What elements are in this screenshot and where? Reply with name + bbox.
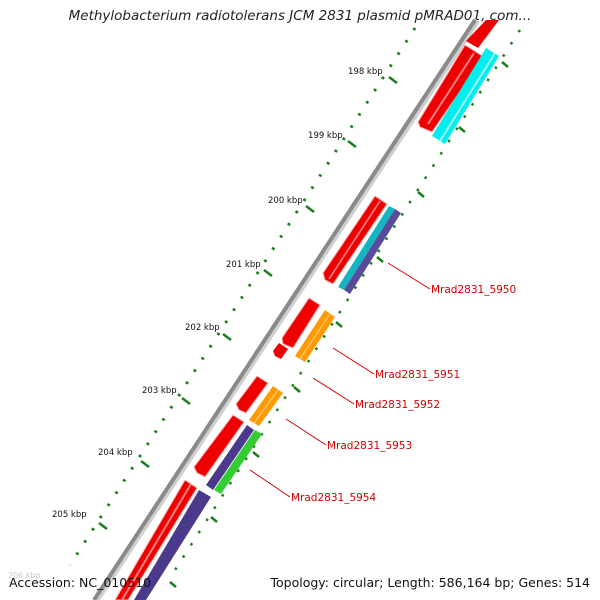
ring-dash [252, 451, 260, 458]
ring-dash [169, 581, 177, 588]
label-leaders [249, 262, 431, 498]
ring-dash [210, 516, 218, 523]
kbp-label: 205 kbp [52, 510, 87, 520]
leader-line [312, 377, 355, 405]
gene-highlight [121, 483, 192, 600]
cyan-feature [338, 206, 395, 290]
gene-arrow [466, 20, 499, 48]
gene-label-5954[interactable]: Mrad2831_5954 [291, 492, 376, 504]
ring-dash [458, 126, 466, 133]
kbp-label: 203 kbp [142, 386, 177, 396]
inner-dotted-ring [173, 29, 522, 571]
tick-mark [98, 522, 108, 530]
cyan-highlight [439, 52, 496, 142]
backbone [92, 18, 477, 600]
gene-labels: Mrad2831_5950 Mrad2831_5951 Mrad2831_595… [291, 284, 516, 504]
gene-highlight [328, 200, 381, 280]
tick-mark [388, 76, 398, 84]
outer-dotted-ring [68, 27, 417, 566]
tick-mark [181, 397, 191, 405]
tick-mark [305, 205, 315, 213]
green-feature [214, 430, 262, 494]
orange-highlight [253, 389, 279, 424]
gene-label-5950[interactable]: Mrad2831_5950 [431, 284, 516, 296]
gene-arrow [281, 297, 321, 349]
ring-dash [501, 61, 509, 68]
ring-dash [335, 321, 343, 328]
ring-dash [376, 256, 384, 263]
leader-line [285, 418, 327, 446]
kbp-label: 199 kbp [308, 131, 343, 141]
kbp-label: 202 kbp [185, 323, 220, 333]
leader-line [249, 469, 291, 498]
gene-label-5952[interactable]: Mrad2831_5952 [355, 399, 440, 411]
leader-line [387, 262, 431, 290]
kbp-label: 201 kbp [226, 260, 261, 270]
kbp-label: 204 kbp [98, 448, 133, 458]
inner-ring-dashes [169, 61, 509, 588]
kbp-label: 200 kbp [268, 196, 303, 206]
gene-label-5953[interactable]: Mrad2831_5953 [327, 440, 412, 452]
gene-arrow [273, 343, 288, 359]
purple-feature [134, 490, 211, 600]
kbp-label-faint: 206 kbp [8, 571, 41, 580]
kbp-label: 198 kbp [348, 67, 383, 77]
gene-highlight [427, 52, 475, 125]
kbp-tick-marks [98, 76, 398, 530]
tick-mark [347, 140, 357, 148]
accession-text: Accession: NC_010510 [9, 575, 152, 590]
topology-text: Topology: circular; Length: 586,164 bp; … [270, 575, 591, 590]
purple-feature [206, 425, 254, 490]
gene-arrow [235, 375, 269, 414]
tick-mark [222, 333, 232, 341]
ring-dash [293, 386, 301, 393]
tick-mark [263, 269, 273, 277]
orange-highlight [299, 313, 331, 360]
kbp-labels: 198 kbp 199 kbp 200 kbp 201 kbp 202 kbp … [8, 67, 383, 580]
map-title: Methylobacterium radiotolerans JCM 2831 … [68, 8, 532, 24]
ring-dash [417, 191, 425, 198]
purple-feature [344, 209, 401, 294]
leader-line [332, 347, 375, 375]
gene-arrow [193, 414, 245, 478]
tick-mark [140, 460, 150, 468]
gene-label-5951[interactable]: Mrad2831_5951 [375, 369, 460, 381]
